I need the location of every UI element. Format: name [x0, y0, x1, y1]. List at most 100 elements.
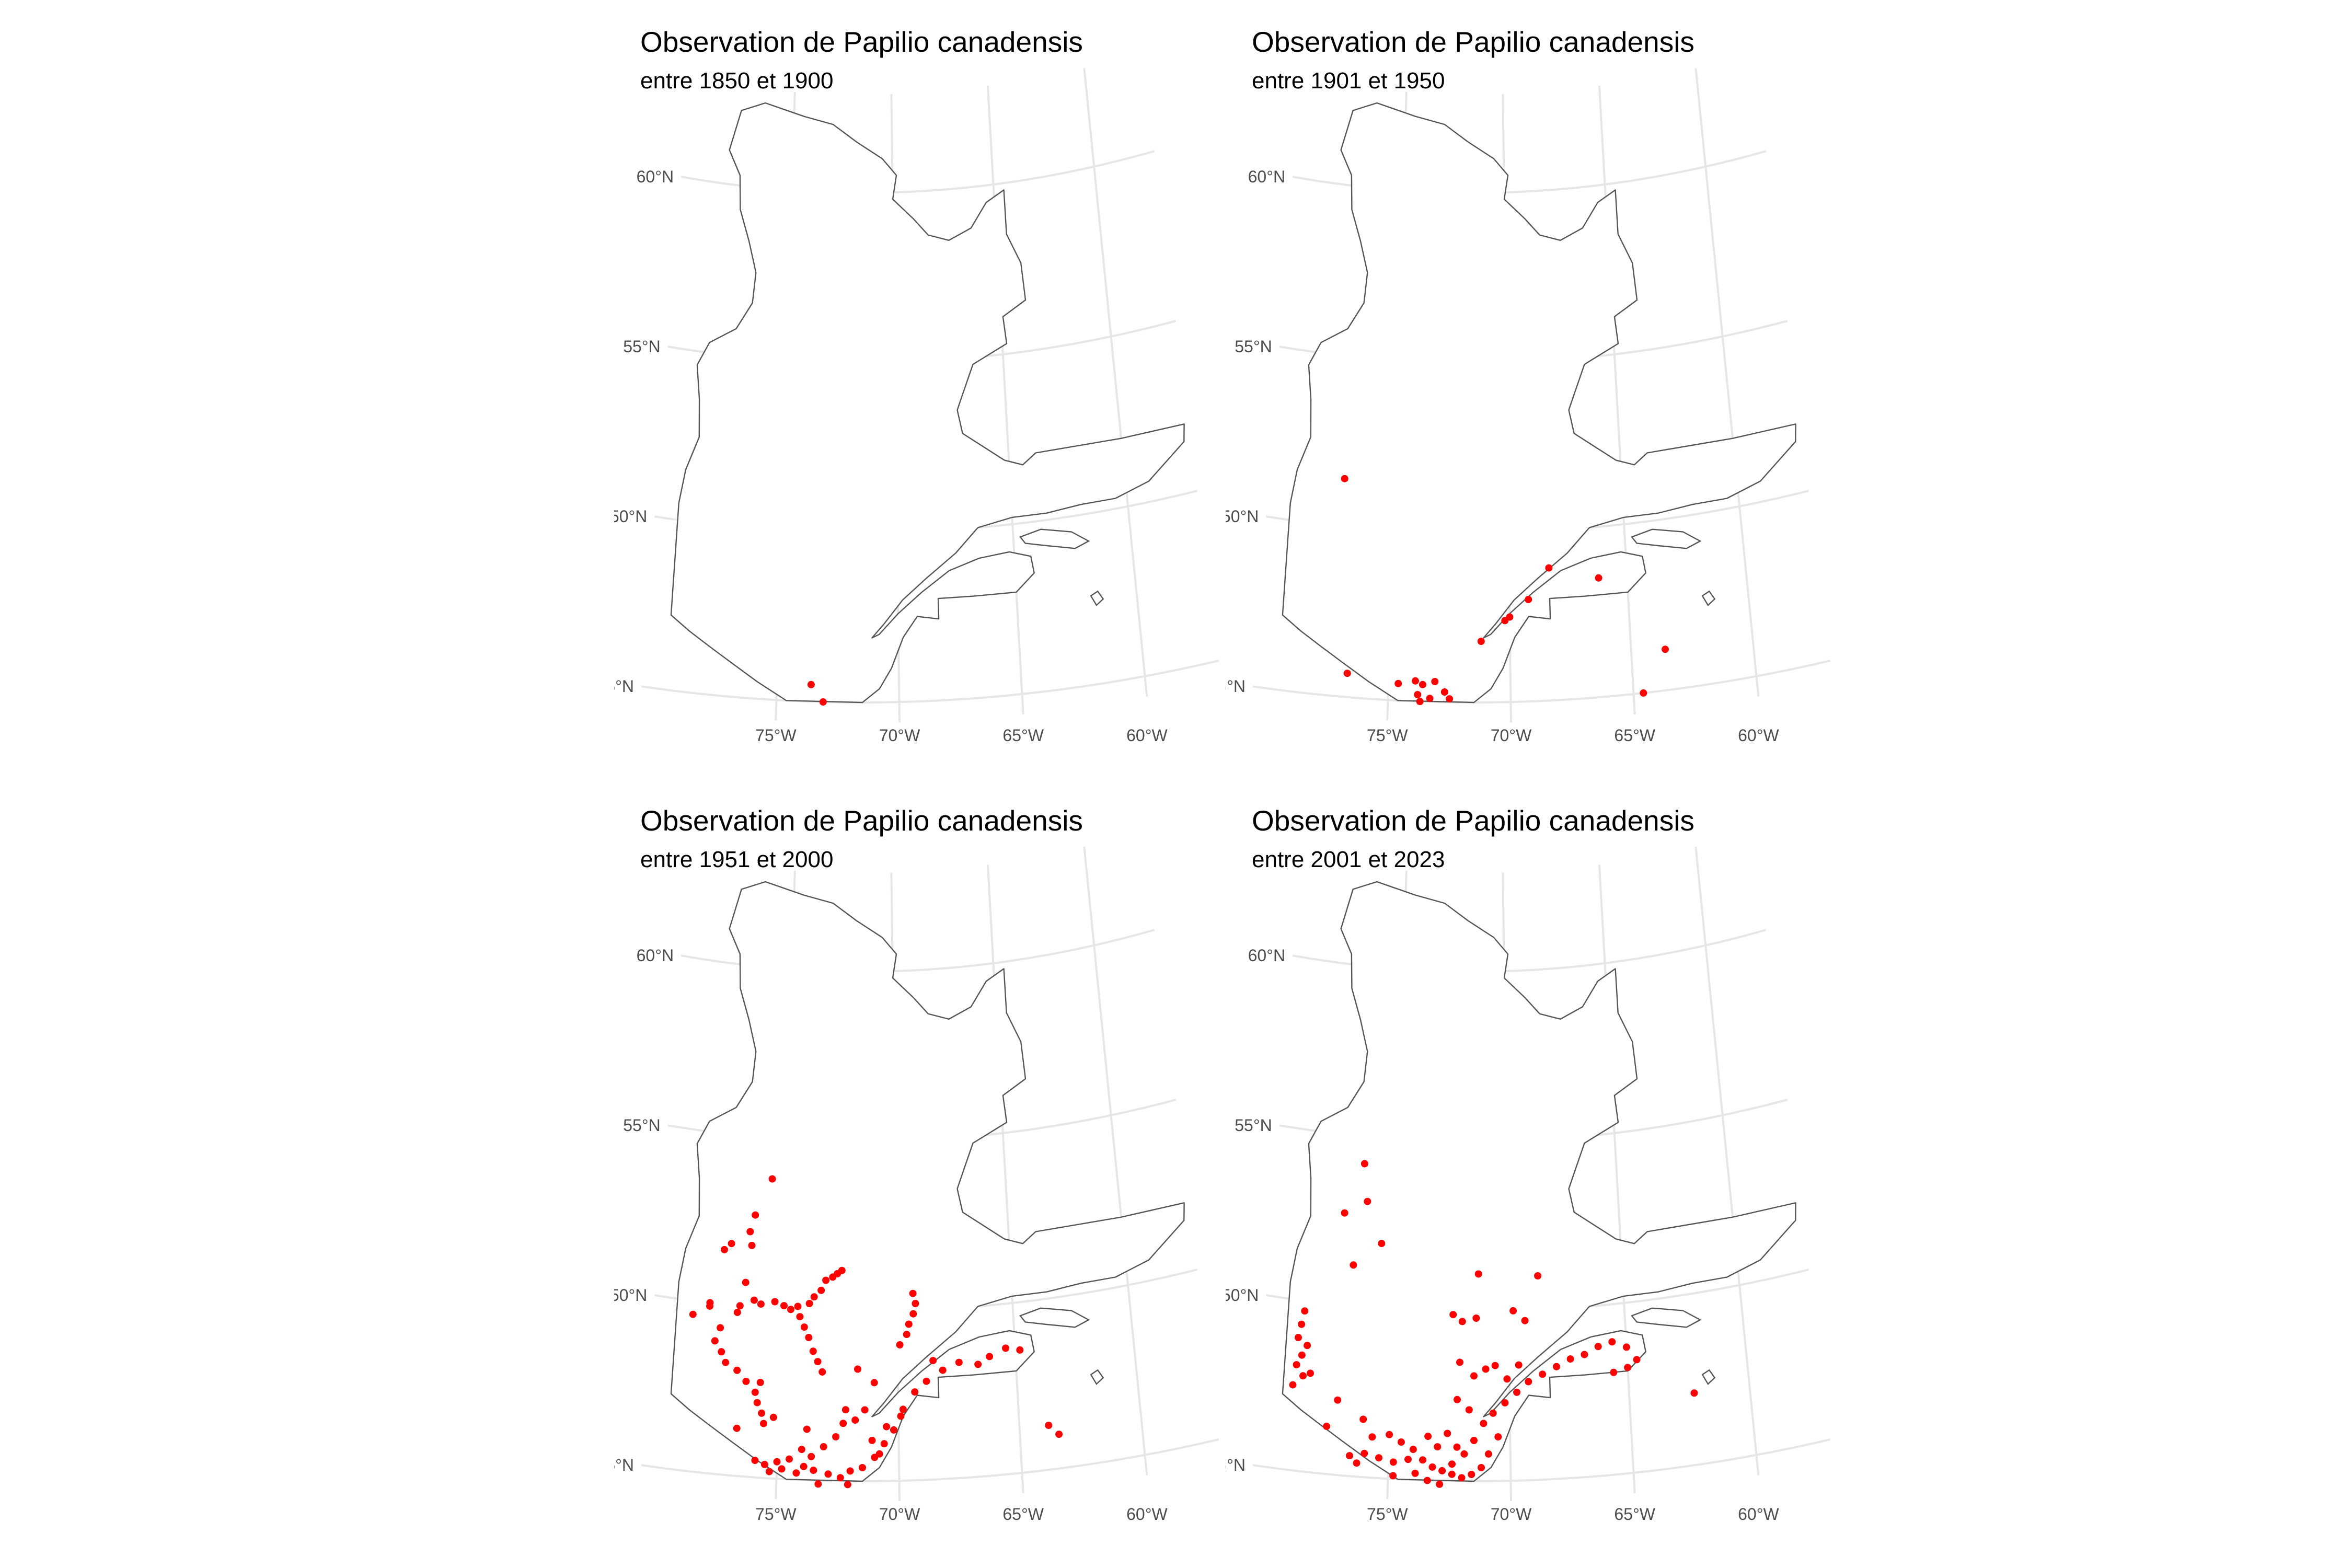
observation-point [768, 1175, 776, 1183]
lat-tick-label: 45°N [614, 1456, 634, 1474]
lat-tick-label: 60°N [1248, 167, 1286, 186]
panel-title: Observation de Papilio canadensis [640, 26, 1083, 58]
observation-point [807, 681, 815, 688]
map-canvas: 45°N 50°N 55°N 60°N 75°W 70°W 65°W 60°W [1226, 68, 1830, 745]
observation-point [844, 1481, 851, 1489]
observation-point [1359, 1415, 1367, 1423]
observation-point [923, 1377, 930, 1385]
panel-title: Observation de Papilio canadensis [1252, 804, 1694, 837]
observation-point [1397, 1438, 1405, 1446]
observation-point [810, 1467, 817, 1474]
observation-point [800, 1462, 808, 1470]
observation-point [814, 1358, 822, 1366]
map-canvas: 45°N 50°N 55°N 60°N 75°W 70°W 65°W 60°W [614, 847, 1219, 1524]
observation-point [1419, 681, 1426, 688]
observation-point [1323, 1422, 1331, 1430]
observation-point [1002, 1344, 1009, 1352]
map-canvas: 45°N 50°N 55°N 60°N 75°W 70°W 65°W 60°W [614, 68, 1219, 745]
observation-point [733, 1308, 741, 1316]
observation-point [1534, 1272, 1542, 1279]
lon-tick-label: 60°W [1738, 726, 1779, 745]
observation-points [689, 1175, 1063, 1489]
observation-points [1289, 1160, 1698, 1488]
observation-point [736, 1302, 744, 1310]
observation-point [1448, 1470, 1456, 1478]
observation-point [1553, 1363, 1560, 1370]
observation-point [819, 698, 827, 706]
lat-tick-label: 50°N [614, 1286, 647, 1305]
observation-point [771, 1298, 779, 1306]
lat-tick-label: 55°N [623, 1116, 661, 1135]
observation-point [1465, 1406, 1473, 1414]
observation-point [1484, 1450, 1492, 1458]
observation-point [798, 1446, 805, 1454]
observation-point [780, 1302, 788, 1310]
observation-point [839, 1420, 847, 1427]
observation-point [1525, 596, 1532, 603]
observation-point [742, 1377, 750, 1385]
observation-point [1307, 1369, 1314, 1377]
map-panel-2: 45°N 50°N 55°N 60°N 75°W 70°W 65°W 60°W Observa… [1226, 10, 1905, 774]
lat-tick-label: 60°N [637, 946, 674, 965]
panel-subtitle: entre 1850 et 1900 [640, 68, 834, 94]
meridian-65 [986, 864, 1024, 1494]
observation-point [805, 1334, 813, 1341]
observation-point [1426, 695, 1434, 702]
observation-point [1343, 670, 1351, 677]
observation-point [1633, 1356, 1641, 1364]
observation-point [1295, 1334, 1302, 1342]
observation-point [1361, 1160, 1368, 1168]
meridian-65 [986, 86, 1024, 715]
panel-title: Observation de Papilio canadensis [1252, 26, 1694, 58]
lon-tick-label: 75°W [755, 1505, 797, 1524]
observation-point [1449, 1311, 1457, 1319]
observation-point [1458, 1474, 1466, 1482]
observation-point [805, 1300, 813, 1307]
lat-tick-label: 60°N [1248, 946, 1286, 965]
map-panel-3: 45°N 50°N 55°N 60°N 75°W 70°W 65°W 60°W Observa… [614, 789, 1294, 1552]
observation-point [818, 1368, 826, 1376]
observation-point [792, 1469, 800, 1477]
observation-point [1477, 638, 1485, 645]
observation-point [817, 1286, 825, 1294]
lat-tick-label: 50°N [1226, 1286, 1259, 1305]
observation-point [751, 1457, 759, 1465]
observation-point [1436, 1480, 1444, 1488]
lat-tick-label: 60°N [637, 167, 674, 186]
panel-subtitle: entre 1901 et 1950 [1252, 68, 1445, 94]
lon-tick-label: 65°W [1614, 726, 1655, 745]
observation-point [773, 1458, 781, 1466]
observation-point [896, 1341, 904, 1348]
observation-point [1428, 1463, 1436, 1471]
observation-point [1662, 645, 1669, 653]
observation-point [1470, 1372, 1478, 1380]
observation-point [1494, 1433, 1502, 1441]
observation-point [986, 1353, 994, 1361]
observation-point [1368, 1433, 1376, 1441]
madeleine-islands [1701, 590, 1716, 606]
observation-point [883, 1423, 891, 1431]
observation-point [814, 1480, 822, 1488]
observation-point [1581, 1351, 1588, 1358]
observation-point [939, 1366, 947, 1374]
observation-point [1448, 1460, 1456, 1468]
observation-point [1434, 1443, 1442, 1451]
observation-point [911, 1388, 919, 1396]
lon-tick-label: 65°W [1614, 1505, 1655, 1524]
observation-point [832, 1433, 840, 1440]
lon-tick-label: 75°W [755, 726, 797, 745]
anticosti-island [1019, 528, 1090, 549]
lon-tick-label: 75°W [1367, 1505, 1408, 1524]
observation-point [1298, 1320, 1306, 1328]
observation-point [1539, 1370, 1547, 1378]
observation-point [1361, 1449, 1368, 1457]
observation-point [706, 1299, 714, 1307]
observation-point [1566, 1355, 1574, 1363]
quebec-outline [670, 102, 1185, 704]
observation-point [752, 1211, 759, 1219]
meridian-60 [1083, 847, 1148, 1475]
observation-point [809, 1347, 817, 1355]
observation-point [905, 1320, 913, 1328]
observation-point [721, 1246, 728, 1253]
